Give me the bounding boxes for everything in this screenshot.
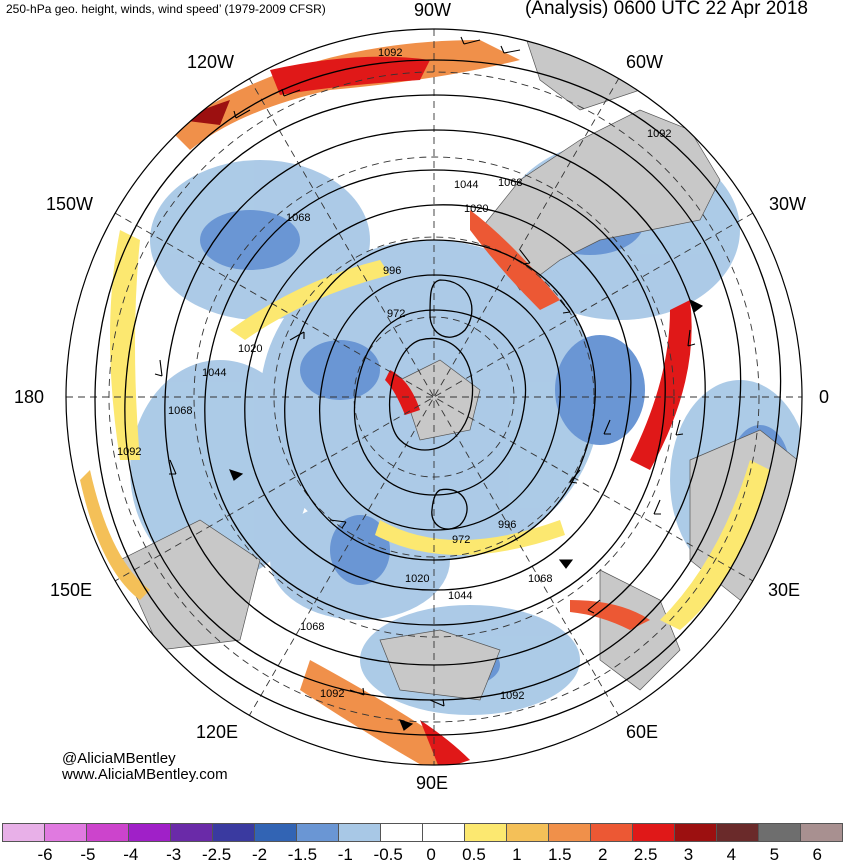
contour-label: 1092 bbox=[117, 446, 141, 458]
map-border bbox=[65, 28, 803, 766]
lon-label-60w: 60W bbox=[626, 52, 664, 72]
graticule bbox=[66, 29, 802, 765]
color-scale-tick-label: 3 bbox=[683, 845, 694, 864]
lon-label-30w: 30W bbox=[769, 194, 807, 214]
color-scale-swatch bbox=[422, 823, 465, 842]
color-scale-tick-label: -1.5 bbox=[287, 845, 318, 864]
color-scale-tick-label: 6 bbox=[812, 845, 822, 864]
color-scale-swatch bbox=[338, 823, 381, 842]
contour-label: 996 bbox=[498, 519, 516, 531]
color-scale-swatch bbox=[86, 823, 129, 842]
color-scale-swatch bbox=[128, 823, 171, 842]
color-scale-tick-label: 4 bbox=[726, 845, 737, 864]
color-scale-tick-label: -4 bbox=[123, 845, 139, 864]
lon-label-150w: 150W bbox=[46, 194, 94, 214]
color-scale-tick-label: 0 bbox=[426, 845, 436, 864]
contour-labels: 1092 1092 1068 1044 1020 1068 996 972 10… bbox=[117, 47, 671, 702]
contour-label: 1068 bbox=[300, 621, 324, 633]
color-scale-swatch bbox=[254, 823, 297, 842]
color-scale-swatch bbox=[506, 823, 549, 842]
color-scale-tick-label: -3 bbox=[166, 845, 182, 864]
contour-label: 1068 bbox=[286, 212, 310, 224]
map-title-left: 250-hPa geo. height, winds, wind speed’ … bbox=[6, 2, 326, 16]
lon-label-30e: 30E bbox=[768, 580, 801, 600]
contour-label: 972 bbox=[452, 534, 470, 546]
color-scale-swatch bbox=[632, 823, 675, 842]
anomaly-field-warm bbox=[80, 40, 770, 765]
credit-website: www.AliciaMBentley.com bbox=[62, 766, 228, 783]
contour-label: 1044 bbox=[448, 590, 472, 602]
color-scale-swatch bbox=[590, 823, 633, 842]
height-contours bbox=[94, 59, 782, 736]
contour-label: 1044 bbox=[202, 367, 226, 379]
color-scale-tick-label: 0.5 bbox=[462, 845, 486, 864]
color-scale-tick-label: 2.5 bbox=[633, 845, 658, 864]
color-scale-tick-label: -0.5 bbox=[373, 845, 403, 864]
color-scale-swatch bbox=[2, 823, 45, 842]
contour-label: 1092 bbox=[378, 47, 402, 59]
contour-label: 1068 bbox=[528, 573, 552, 585]
contour-label: 1068 bbox=[168, 405, 192, 417]
color-scale-tick-label: 2 bbox=[597, 845, 608, 864]
lon-label-180: 180 bbox=[14, 387, 45, 407]
lon-label-120e: 120E bbox=[196, 722, 239, 742]
color-scale-swatch bbox=[212, 823, 255, 842]
color-scale-tick-label: -2.5 bbox=[201, 845, 232, 864]
lon-label-120w: 120W bbox=[187, 52, 235, 72]
contour-label: 996 bbox=[383, 265, 401, 277]
contour-label: 1020 bbox=[405, 573, 429, 585]
wind-barbs bbox=[154, 36, 704, 731]
contour-label: 1044 bbox=[454, 179, 478, 191]
map-title-right: (Analysis) 0600 UTC 22 Apr 2018 bbox=[524, 0, 808, 19]
contour-label: 1092 bbox=[320, 688, 344, 700]
color-scale-swatch bbox=[800, 823, 843, 842]
color-scale-tick-label: 1.5 bbox=[547, 845, 572, 864]
lon-label-150e: 150E bbox=[50, 580, 93, 600]
color-scale-swatch bbox=[380, 823, 423, 842]
color-scale-tick-label: 5 bbox=[769, 845, 780, 864]
contour-label: 1020 bbox=[238, 343, 262, 355]
color-scale-swatch bbox=[758, 823, 801, 842]
color-scale-swatch bbox=[44, 823, 87, 842]
color-scale-swatch bbox=[674, 823, 717, 842]
color-scale-swatch bbox=[548, 823, 591, 842]
lon-label-90w: 90W bbox=[414, 0, 452, 20]
color-scale-ticks: -6 -5 -4 -3 -2.5 -2 -1.5 -1 -0.5 0 0.5 1 1.5 2 2.5 3 4 5 6 bbox=[0, 845, 868, 865]
color-scale-swatch bbox=[296, 823, 339, 842]
color-scale-tick-label: -2 bbox=[251, 845, 268, 864]
lon-label-60e: 60E bbox=[626, 722, 659, 742]
color-scale-tick-label: -5 bbox=[80, 845, 96, 864]
contour-label: 1020 bbox=[464, 203, 488, 215]
credit-handle: @AliciaMBentley bbox=[62, 750, 176, 767]
color-scale-swatch bbox=[716, 823, 759, 842]
contour-label: 1092 bbox=[500, 690, 524, 702]
contour-label: 1068 bbox=[498, 177, 522, 189]
map-disk bbox=[66, 29, 802, 765]
color-scale-tick-label: -1 bbox=[337, 845, 353, 864]
color-scale-swatch bbox=[170, 823, 213, 842]
color-scale bbox=[2, 823, 843, 842]
color-scale-tick-label: -6 bbox=[37, 845, 53, 864]
color-scale-tick-label: 1 bbox=[512, 845, 522, 864]
lon-label-0: 0 bbox=[819, 387, 830, 407]
contour-label: 1092 bbox=[647, 128, 671, 140]
color-scale-swatch bbox=[464, 823, 507, 842]
lon-label-90e: 90E bbox=[416, 773, 449, 793]
polar-stereographic-map: 1092 1092 1068 1044 1020 1068 996 972 10… bbox=[65, 28, 803, 766]
contour-label: 972 bbox=[387, 308, 405, 320]
